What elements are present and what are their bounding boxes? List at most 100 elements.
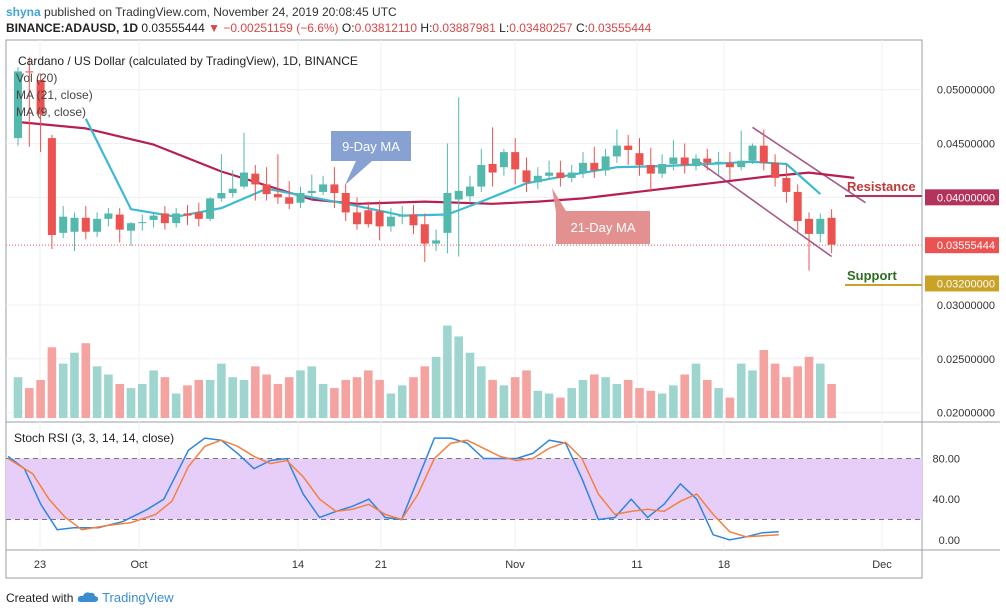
volume-bar (25, 388, 34, 418)
volume-bar (262, 374, 271, 418)
volume-bar (533, 390, 543, 418)
ma21-callout: 21-Day MA (552, 188, 650, 244)
volume-bar (138, 384, 147, 418)
candle-body (172, 213, 181, 224)
last-price-tag (925, 237, 999, 254)
legend-stoch: Stoch RSI (3, 3, 14, 14, close) (14, 431, 174, 445)
candle-body (240, 172, 248, 187)
x-tick-label: 18 (718, 559, 730, 571)
candle-body (737, 160, 746, 168)
volume-bar (364, 370, 373, 418)
y-tick-label: 0.02500000 (937, 354, 995, 366)
volume-bar (352, 377, 362, 418)
volume-bar (556, 397, 565, 418)
volume-bar (115, 384, 124, 418)
volume-bar (397, 385, 407, 418)
high-label: H: (420, 21, 433, 35)
volume-bar (330, 388, 339, 418)
low-label: L: (499, 21, 510, 35)
resistance-price-label: 0.04000000 (937, 192, 995, 204)
last-price-label: 0.03555444 (937, 240, 995, 252)
x-tick-label: Nov (505, 559, 525, 571)
candle-body (25, 71, 34, 73)
price-change: −0.00251159 (−6.6%) (223, 21, 339, 35)
candle-body (477, 165, 486, 187)
volume-bar (273, 384, 283, 418)
candle-body (398, 215, 407, 217)
candle-body (669, 157, 678, 164)
candle-body (692, 158, 700, 167)
volume-bar (510, 377, 520, 418)
volume-bar (782, 377, 791, 418)
volume-bar (296, 370, 305, 418)
volume-bar (104, 374, 113, 418)
volume-bar (827, 384, 836, 418)
candle-body (771, 162, 780, 178)
candle-body (759, 145, 768, 163)
volume-bar (748, 370, 757, 418)
candle-body (262, 184, 271, 195)
stoch-band (6, 458, 922, 520)
tradingview-cloud-icon (77, 592, 98, 602)
volume-bar (657, 393, 667, 418)
candle-body (499, 152, 508, 168)
candle-body (793, 191, 802, 222)
volume-bar (81, 343, 91, 418)
candle-body (714, 161, 723, 163)
volume-bar (386, 393, 396, 418)
candle-body (149, 215, 158, 220)
volume-bar (590, 374, 599, 418)
candle-body (725, 162, 734, 168)
tradingview-brand[interactable]: TradingView (102, 590, 174, 605)
open-label: O: (341, 21, 355, 35)
publish-line: shyna published on TradingView.com, Nove… (6, 5, 397, 19)
candle-body (816, 218, 825, 234)
author-name[interactable]: shyna (6, 5, 41, 19)
volume-bar (612, 384, 622, 418)
volume-bar (770, 363, 780, 418)
candle-body (127, 223, 135, 231)
candle-body (827, 217, 836, 245)
volume-bar (635, 388, 644, 418)
volume-bar (318, 384, 328, 418)
volume-bar (126, 388, 136, 418)
x-tick-label: 23 (34, 559, 46, 571)
volume-bar (488, 379, 497, 418)
low-value: 0.03480257 (509, 21, 573, 35)
volume-bar (431, 356, 441, 418)
chart-header: shyna published on TradingView.com, Nove… (0, 0, 1006, 40)
volume-bar (725, 397, 735, 418)
candle-body (14, 71, 22, 139)
candle-body (273, 194, 282, 198)
volume-bar (804, 356, 814, 418)
support-label: Support (847, 268, 897, 283)
candle-body (567, 172, 576, 178)
volume-bar (194, 379, 204, 418)
published-text: published on TradingView.com, November 2… (44, 5, 397, 19)
volume-bar (70, 352, 79, 418)
stoch-y-tick-label: 80.00 (932, 453, 960, 465)
symbol-label: BINANCE:ADAUSD, 1D (6, 21, 139, 35)
volume-bar (183, 385, 192, 418)
candle-body (488, 163, 497, 173)
volume-bar (251, 366, 260, 418)
candle-body (353, 212, 361, 225)
volume-bar (171, 393, 181, 418)
support-price-tag (925, 275, 999, 292)
volume-bar (623, 379, 633, 418)
x-tick-label: 21 (375, 559, 387, 571)
volume-bar (228, 377, 237, 418)
x-tick-label: 11 (631, 559, 642, 571)
ohlc-line: BINANCE:ADAUSD, 1D 0.03555444 ▼ −0.00251… (6, 21, 651, 35)
candle-body (511, 152, 520, 170)
volume-bar (680, 374, 689, 418)
volume-bar (375, 379, 384, 418)
candle-body (443, 193, 452, 233)
candle-body (612, 145, 621, 157)
created-with-text: Created with (6, 591, 74, 605)
candle-body (59, 216, 68, 233)
high-value: 0.03887981 (432, 21, 496, 35)
volume-bar (307, 366, 317, 418)
candle-body (375, 211, 384, 227)
price-chart[interactable]: 80.00 40.00 0.00 0.05000000 0.04500000 0.030… (0, 0, 1006, 580)
